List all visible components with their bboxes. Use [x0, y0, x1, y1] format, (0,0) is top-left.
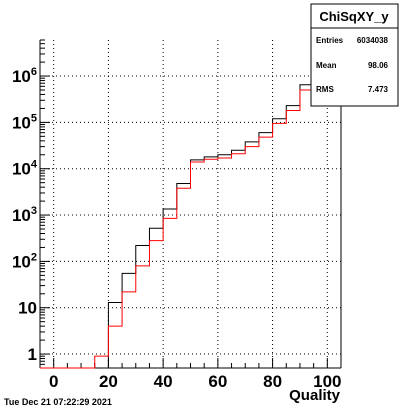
y-tick-label: 104: [12, 159, 38, 179]
stats-box: ChiSqXY_y Entries 6034038 Mean 98.06 RMS…: [310, 3, 399, 107]
tick-labels: 0 20 40 60 80 100 1 10 102 103 104 105 106: [12, 66, 342, 391]
red-histogram: [40, 53, 341, 369]
y-tick-label: 1: [28, 345, 37, 364]
stats-rms-value: 7.473: [368, 85, 389, 94]
x-tick-label: 100: [313, 372, 341, 391]
y-tick-label: 10: [18, 299, 37, 318]
x-tick-label: 60: [208, 372, 227, 391]
y-tick-label: 105: [12, 112, 37, 132]
x-axis-label: Quality: [289, 387, 341, 404]
x-tick-label: 20: [99, 372, 118, 391]
stats-entries-value: 6034038: [357, 36, 389, 45]
stats-entries-label: Entries: [316, 36, 344, 45]
y-tick-label: 106: [12, 66, 37, 86]
series-layer: [40, 46, 341, 369]
x-tick-label: 80: [263, 372, 282, 391]
black-histogram: [40, 46, 341, 369]
stats-rms-label: RMS: [316, 85, 334, 94]
timestamp: Tue Dec 21 07:22:29 2021: [4, 397, 112, 407]
stats-mean-label: Mean: [316, 61, 337, 70]
x-tick-label: 40: [154, 372, 173, 391]
stats-box-frame: [310, 3, 399, 107]
grid: [40, 40, 341, 368]
x-tick-label: 0: [49, 372, 58, 391]
y-tick-label: 103: [12, 205, 37, 225]
stats-title: ChiSqXY_y: [319, 9, 389, 24]
y-tick-label: 102: [12, 251, 37, 271]
stats-mean-value: 98.06: [368, 61, 389, 70]
